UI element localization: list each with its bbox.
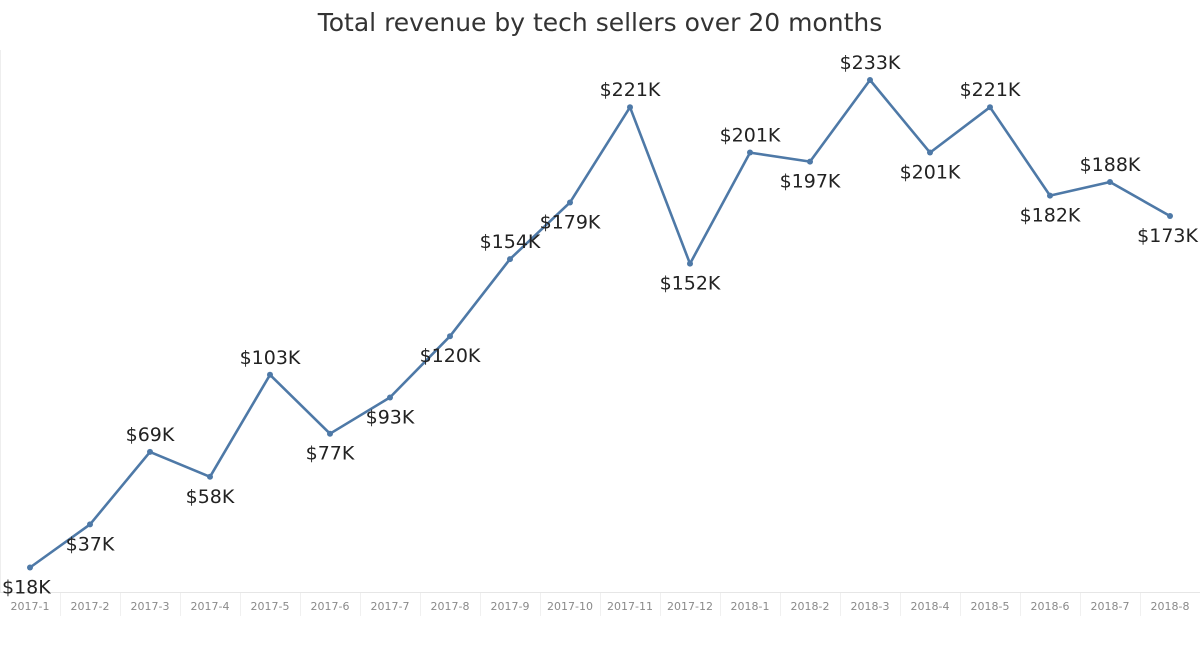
data-point xyxy=(1047,192,1053,199)
data-label: $182K xyxy=(1020,205,1081,227)
data-label: $154K xyxy=(480,231,541,253)
x-tick-label: 2017-3 xyxy=(131,600,170,613)
data-point xyxy=(447,333,453,340)
x-tick-label: 2017-9 xyxy=(491,600,530,613)
data-label: $221K xyxy=(960,79,1021,101)
data-point xyxy=(687,260,693,267)
data-point xyxy=(387,394,393,401)
data-point xyxy=(1107,179,1113,186)
data-point xyxy=(507,256,513,263)
data-label: $18K xyxy=(2,577,51,599)
data-point xyxy=(87,521,93,528)
x-tick-label: 2017-6 xyxy=(311,600,350,613)
data-point xyxy=(987,104,993,111)
data-label: $233K xyxy=(840,52,901,74)
data-label: $69K xyxy=(126,424,175,446)
x-tick-label: 2017-2 xyxy=(71,600,110,613)
data-label: $93K xyxy=(366,406,415,428)
data-point xyxy=(927,149,933,156)
data-point xyxy=(327,430,333,437)
x-tick-label: 2018-2 xyxy=(791,600,830,613)
data-point xyxy=(267,371,273,378)
x-tick-label: 2018-4 xyxy=(911,600,950,613)
data-label: $77K xyxy=(306,443,355,465)
x-tick-label: 2017-12 xyxy=(667,600,713,613)
data-point xyxy=(147,448,153,455)
x-tick-label: 2018-3 xyxy=(851,600,890,613)
data-label: $58K xyxy=(186,486,235,508)
data-point xyxy=(747,149,753,156)
data-label: $173K xyxy=(1137,225,1198,247)
x-tick-label: 2018-5 xyxy=(971,600,1010,613)
x-tick-labels: 2017-1 2017-2 2017-3 2017-4 2017-5 2017-6 2017… xyxy=(11,600,1190,613)
x-tick-label: 2017-10 xyxy=(547,600,593,613)
x-tick-label: 2017-4 xyxy=(191,600,230,613)
x-axis-dividers xyxy=(60,593,1141,616)
x-tick-label: 2017-5 xyxy=(251,600,290,613)
data-label: $201K xyxy=(900,162,961,184)
data-label: $201K xyxy=(720,125,781,147)
data-point xyxy=(807,158,813,165)
data-label: $152K xyxy=(660,273,721,295)
data-point xyxy=(567,199,573,206)
x-tick-label: 2017-1 xyxy=(11,600,50,613)
data-point xyxy=(27,564,33,571)
data-label: $103K xyxy=(240,347,301,369)
x-tick-label: 2017-7 xyxy=(371,600,410,613)
data-label: $37K xyxy=(66,533,115,555)
data-point xyxy=(867,77,873,83)
data-points xyxy=(27,77,1173,571)
data-point xyxy=(207,473,213,480)
x-tick-label: 2017-11 xyxy=(607,600,653,613)
data-label: $197K xyxy=(780,171,841,193)
x-tick-label: 2018-7 xyxy=(1091,600,1130,613)
x-tick-label: 2018-1 xyxy=(731,600,770,613)
data-point xyxy=(1167,213,1173,220)
data-label: $120K xyxy=(420,345,481,367)
data-point xyxy=(627,104,633,111)
x-tick-label: 2018-8 xyxy=(1151,600,1190,613)
data-label: $188K xyxy=(1080,154,1141,176)
x-tick-label: 2017-8 xyxy=(431,600,470,613)
data-label: $179K xyxy=(540,211,601,233)
data-label: $221K xyxy=(600,79,661,101)
x-tick-label: 2018-6 xyxy=(1031,600,1070,613)
chart-title: Total revenue by tech sellers over 20 mo… xyxy=(317,8,883,37)
data-labels: $18K$37K$69K$58K$103K$77K$93K$120K$154K$… xyxy=(2,52,1199,599)
series-line xyxy=(28,78,1172,569)
